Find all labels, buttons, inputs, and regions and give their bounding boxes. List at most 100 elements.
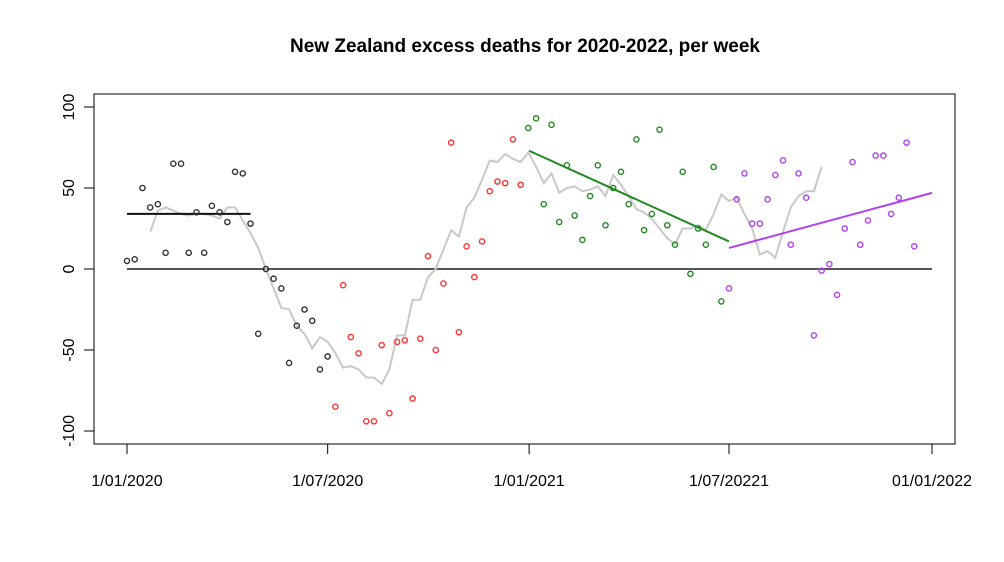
period-1-point xyxy=(139,184,146,192)
smoothed-line-group xyxy=(149,150,823,386)
period-4-point xyxy=(880,152,887,159)
period-4-point xyxy=(802,194,810,202)
period-2-point xyxy=(347,333,355,341)
period-1-point xyxy=(193,208,200,216)
period-1-point xyxy=(316,366,324,373)
period-2-point xyxy=(463,243,470,250)
period-2-point xyxy=(509,136,517,143)
period-3-point xyxy=(633,136,640,143)
period-3-point xyxy=(609,184,617,192)
period-1-point xyxy=(162,249,169,257)
period-2-point xyxy=(471,273,478,281)
x-tick-label: 1/07/20221 xyxy=(689,473,769,490)
period-2-point xyxy=(494,178,501,185)
y-tick-label: 0 xyxy=(61,264,78,273)
y-tick-label: -50 xyxy=(61,338,78,361)
period-1-point xyxy=(146,204,154,211)
period-2-point xyxy=(455,328,463,336)
smoothed-line xyxy=(149,150,823,386)
period-1-point xyxy=(208,202,216,210)
period-1-point xyxy=(270,275,277,283)
period-4-point xyxy=(756,220,764,227)
period-2-point xyxy=(424,252,432,260)
period-2-point xyxy=(432,346,440,354)
period-1-point xyxy=(131,255,139,263)
period-2-point xyxy=(362,417,370,425)
period-1-point xyxy=(216,208,223,216)
y-axis: 100 50 0 -50 -100 xyxy=(61,94,95,447)
period-4-point xyxy=(895,194,903,202)
period-4-point xyxy=(733,196,741,203)
period-2-point xyxy=(401,336,409,344)
period-1-point xyxy=(247,220,254,227)
period-3-point xyxy=(540,200,548,208)
period-1-point xyxy=(278,285,285,292)
period-2-point xyxy=(370,417,378,425)
period-3-point xyxy=(671,241,679,248)
period-3-point xyxy=(663,221,671,229)
period-4-point xyxy=(910,243,918,250)
period-2-point xyxy=(478,238,486,245)
period-4-point xyxy=(872,152,879,159)
period-3-point xyxy=(571,212,578,219)
period-1-point xyxy=(262,265,270,273)
period-3-point xyxy=(717,298,725,305)
period-4-point xyxy=(856,241,864,248)
period-3-point xyxy=(656,126,663,133)
period-1-point xyxy=(154,200,162,208)
period-3-point xyxy=(625,200,632,208)
period-4-point xyxy=(826,260,833,268)
x-tick-label: 1/01/2020 xyxy=(91,473,162,490)
x-tick-label: 01/01/2022 xyxy=(892,473,972,490)
period-2-point xyxy=(486,187,494,195)
y-tick-label: 50 xyxy=(61,179,78,197)
period-1-point xyxy=(123,257,131,265)
period-3-point xyxy=(694,225,702,232)
period-2-point xyxy=(440,280,447,287)
period-4-point xyxy=(764,196,771,203)
period-1-point xyxy=(185,249,193,257)
period-3-point xyxy=(702,241,710,248)
period-3-point xyxy=(648,210,656,218)
period-3-trend-line xyxy=(528,149,730,243)
period-3-point xyxy=(525,124,532,132)
period-1-point xyxy=(224,218,231,226)
period-4-point xyxy=(833,291,841,299)
period-4-point xyxy=(725,285,733,292)
period-3-point xyxy=(710,163,717,171)
x-axis: 1/01/2020 1/07/2020 1/01/2021 1/07/20221 01/… xyxy=(91,443,972,490)
period-4-point xyxy=(849,158,856,166)
period-3-point xyxy=(594,162,602,169)
period-1-point xyxy=(308,317,316,325)
period-3-point xyxy=(548,121,555,129)
period-1-point xyxy=(177,160,185,167)
period-4-trend-line xyxy=(728,191,933,249)
chart-title: New Zealand excess deaths for 2020-2022,… xyxy=(290,36,760,57)
period-2-point xyxy=(339,281,347,289)
period-3-point xyxy=(602,221,609,229)
period-1-point xyxy=(170,160,177,167)
period-2-point xyxy=(416,335,424,342)
period-1-point xyxy=(293,322,301,330)
period-3-point xyxy=(563,162,571,169)
period-1-point xyxy=(231,168,239,176)
x-tick-label: 1/07/2020 xyxy=(292,473,363,490)
period-1-point xyxy=(239,170,247,177)
period-3-point xyxy=(687,270,694,278)
period-2-point xyxy=(517,181,524,189)
period-4-point xyxy=(887,210,895,218)
period-1-point xyxy=(200,249,208,257)
period-3-point xyxy=(617,168,625,176)
period-2-point xyxy=(386,409,393,417)
period-4-point xyxy=(741,170,748,177)
trend-lines-group xyxy=(127,149,933,249)
period-4-point xyxy=(748,220,756,227)
period-4-point xyxy=(779,157,787,164)
period-2-point xyxy=(447,139,455,146)
x-tick-label: 1/01/2021 xyxy=(494,473,565,490)
y-tick-label: 100 xyxy=(61,94,78,121)
period-4-point xyxy=(787,241,795,248)
period-4-point xyxy=(795,170,802,177)
period-3-point xyxy=(579,236,586,244)
